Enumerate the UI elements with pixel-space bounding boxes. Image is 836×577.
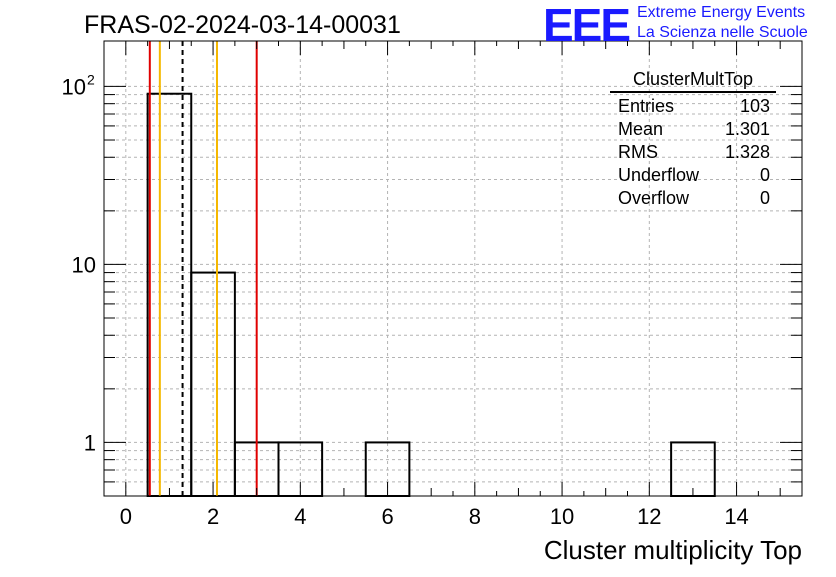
x-tick-label: 14 xyxy=(724,504,748,529)
stats-label: RMS xyxy=(618,142,658,162)
stats-box: ClusterMultTop Entries 103 Mean 1.301 RM… xyxy=(610,68,776,210)
x-axis-label: Cluster multiplicity Top xyxy=(543,535,802,565)
stats-value: 1.301 xyxy=(724,119,770,139)
histogram-bar xyxy=(146,92,193,498)
stats-label: Underflow xyxy=(618,165,700,185)
y-tick-label: 10 xyxy=(72,252,96,277)
stats-row-entries: Entries 103 xyxy=(610,95,776,118)
y-tick-label: 10 xyxy=(62,74,86,99)
x-tick-label: 10 xyxy=(550,504,574,529)
stats-value: 0 xyxy=(759,188,770,208)
x-tick-label: 4 xyxy=(294,504,306,529)
stats-label: Overflow xyxy=(618,188,690,208)
x-tick-label: 8 xyxy=(469,504,481,529)
stats-row-rms: RMS 1.328 xyxy=(610,141,776,164)
y-tick-label: 1 xyxy=(84,430,96,455)
stats-label: Entries xyxy=(618,96,675,116)
stats-title: ClusterMultTop xyxy=(610,68,776,93)
x-tick-label: 2 xyxy=(207,504,219,529)
eee-logo: EEE xyxy=(543,0,631,51)
stats-value: 1.328 xyxy=(724,142,770,162)
x-tick-label: 0 xyxy=(120,504,132,529)
x-tick-label: 12 xyxy=(637,504,661,529)
stats-row-mean: Mean 1.301 xyxy=(610,118,776,141)
stats-value: 0 xyxy=(759,165,770,185)
logo-subtitle-line1: Extreme Energy Events xyxy=(637,4,806,21)
stats-label: Mean xyxy=(618,119,664,139)
plot-title: FRAS-02-2024-03-14-00031 xyxy=(84,11,401,39)
stats-row-underflow: Underflow 0 xyxy=(610,164,776,187)
x-tick-label: 6 xyxy=(381,504,393,529)
stats-value: 103 xyxy=(739,96,770,116)
logo-subtitle-line2: La Scienza nelle Scuole xyxy=(637,24,808,41)
stats-row-overflow: Overflow 0 xyxy=(610,187,776,210)
y-tick-label-exponent: 2 xyxy=(87,71,95,87)
